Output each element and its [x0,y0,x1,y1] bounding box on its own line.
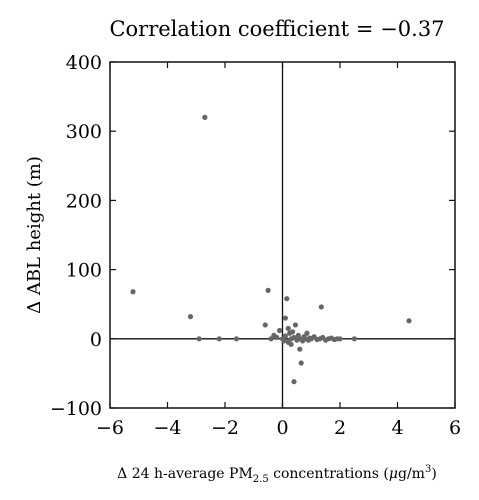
data-point [233,336,240,342]
data-point [130,289,136,295]
data-point [406,318,412,324]
data-point [282,315,288,321]
data-point [292,322,299,328]
data-points [130,114,412,385]
x-axis-label-superscript: 3 [425,464,431,475]
y-tick-label: 300 [66,121,102,143]
data-point [281,338,287,344]
x-axis-label-subscript: 2.5 [253,474,269,485]
data-point [202,114,208,120]
y-tick-label: 400 [66,52,102,74]
x-tick-label: 2 [334,417,346,439]
x-axis-label-mu: μ [389,466,398,482]
data-point [298,360,304,366]
y-tick-label: 200 [66,190,102,212]
y-tick-label: 0 [90,329,102,351]
data-point [304,330,310,336]
y-tick-label: 100 [66,260,102,282]
data-point [284,296,290,302]
y-tick-label: −100 [50,398,102,420]
data-point [289,329,296,335]
data-point [262,322,268,328]
chart-title: Correlation coefficient = −0.37 [109,17,444,41]
data-point [285,325,291,332]
data-point [268,336,274,342]
x-tick-label: 4 [391,417,403,439]
x-tick-label: 0 [276,417,288,439]
data-point [216,336,222,342]
data-point [274,334,280,341]
y-axis-label: Δ ABL height (m) [24,156,45,314]
data-point [351,336,357,342]
x-axis-label-prefix: Δ 24 h-average PM [117,466,253,482]
x-axis-label-close: ) [431,466,436,482]
x-tick-label: −6 [96,417,124,439]
data-point [277,327,283,334]
data-point [288,341,294,347]
data-point [265,287,271,293]
data-point [282,333,288,339]
axis-ticks: −6 −4 −2 0 2 4 6 −100 0 100 200 300 400 [50,52,461,439]
x-tick-label: −2 [211,417,239,439]
x-axis-label: Δ 24 h-average PM2.5 concentrations (μg/… [117,464,437,485]
data-point [318,304,324,310]
x-tick-label: 6 [449,417,461,439]
data-point [196,336,202,342]
x-tick-label: −4 [153,417,181,439]
x-axis-label-unit: g/m [398,466,425,482]
data-point [291,379,297,385]
x-axis-label-middle: concentrations ( [269,466,389,482]
data-point [187,314,194,320]
data-point [337,336,343,342]
data-point [297,346,303,352]
